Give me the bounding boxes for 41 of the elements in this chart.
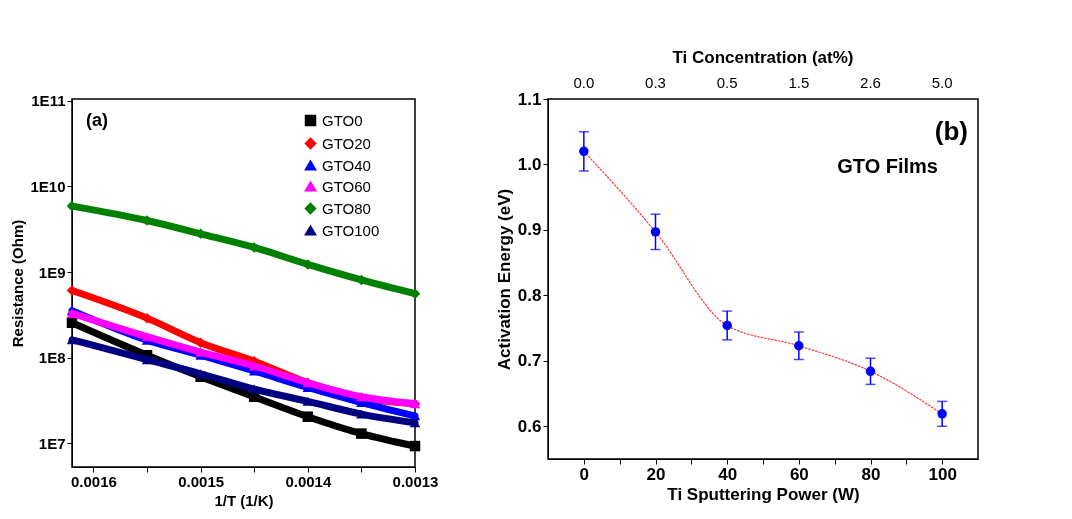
annotation: GTO Films	[837, 155, 938, 177]
x-axis-title: 1/T (1/K)	[214, 491, 274, 509]
x-axis-title: Ti Sputtering Power (W)	[667, 484, 860, 504]
y-tick-label: 1.0	[517, 154, 542, 174]
annotation: (a)	[86, 110, 108, 130]
x-tick-label: 60	[789, 464, 809, 484]
legend-label: GTO60	[322, 177, 371, 195]
x-tick-label: 0	[579, 464, 590, 484]
y-tick-label: 0.9	[517, 220, 542, 240]
text: 0.5	[716, 74, 738, 91]
y-tick-label: 1E11	[31, 92, 66, 110]
legend-label: GTO80	[322, 199, 371, 217]
x-tick-label: 80	[861, 464, 881, 484]
y-tick-label: 0.8	[517, 285, 542, 305]
legend-label: GTO40	[322, 156, 371, 174]
y-tick-label: 1.1	[517, 89, 542, 109]
x-tick-label: 0.0016	[70, 472, 117, 490]
x-tick-label: 0.0015	[178, 472, 225, 490]
text: 2.6	[860, 74, 881, 91]
text: 1.5	[788, 74, 810, 91]
y-tick-label: 1E10	[30, 177, 66, 195]
y-tick-label: 0.6	[517, 416, 542, 436]
y-tick-label: 0.7	[517, 351, 542, 371]
legend-label: GTO20	[322, 134, 371, 152]
text: 5.0	[931, 74, 953, 91]
y-tick-label: 1E7	[38, 434, 66, 452]
x-tick-label: 0.0013	[392, 472, 439, 490]
x-tick-label: 100	[928, 464, 957, 484]
x-tick-label: 40	[718, 464, 738, 484]
x2-axis-title: Ti Concentration (at%)	[672, 48, 854, 67]
y-tick-label: 1E8	[38, 349, 66, 367]
y-tick-label: 1E9	[38, 263, 66, 281]
legend-label: GTO0	[322, 111, 363, 129]
text: 0.3	[645, 74, 666, 91]
x-tick-label: 0.0014	[285, 472, 332, 490]
y-axis-title: Activation Energy (eV)	[494, 188, 514, 371]
text: 0.0	[573, 74, 595, 91]
x-tick-label: 20	[646, 464, 666, 484]
legend-label: GTO100	[322, 221, 380, 239]
y-axis-title: Resistance (Ohm)	[9, 219, 27, 348]
annotation: (b)	[934, 116, 968, 146]
